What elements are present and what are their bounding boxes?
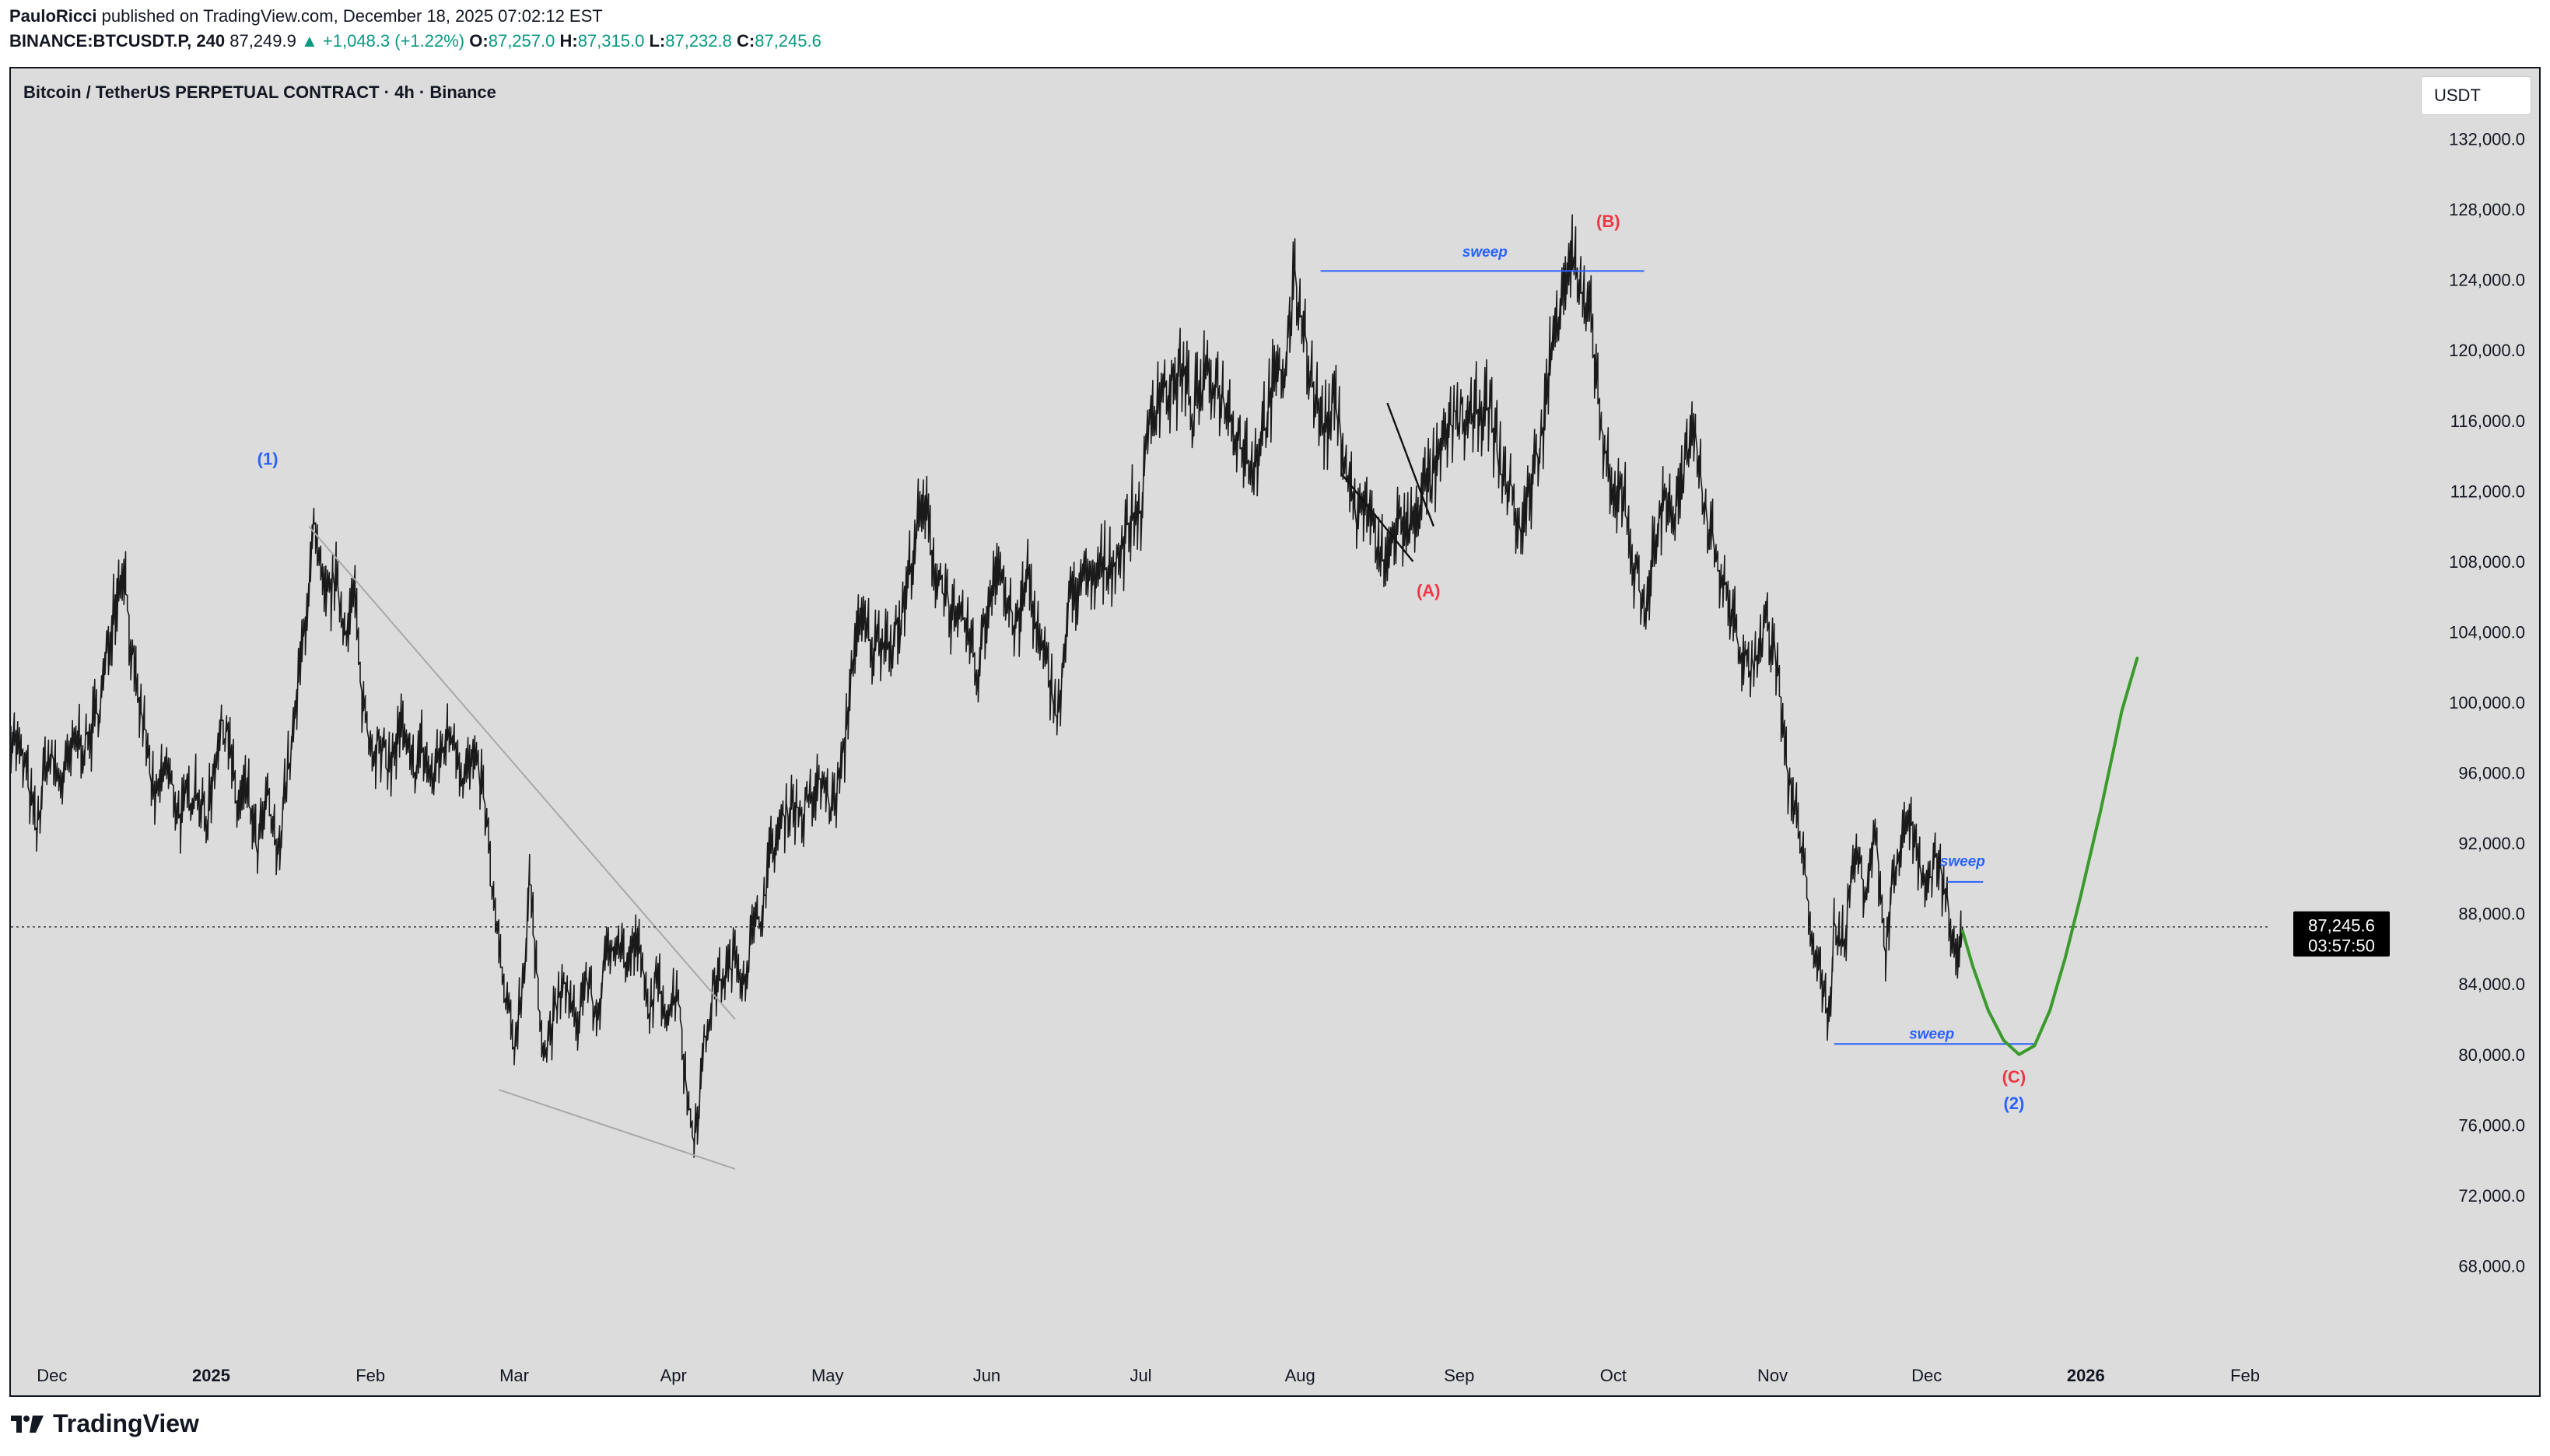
- y-tick-label-15: 124,000.0: [2449, 271, 2525, 290]
- y-tick-label-7: 92,000.0: [2458, 834, 2525, 853]
- last-price: 87,249.9: [229, 31, 296, 51]
- x-tick-label-4: Mar: [499, 1366, 529, 1385]
- trendline-1: [308, 525, 736, 1020]
- x-tick-label-10: Sep: [1444, 1366, 1474, 1385]
- price-change: ▲ +1,048.3 (+1.22%): [301, 31, 465, 51]
- tradingview-logo-icon: [11, 1415, 44, 1433]
- currency-button[interactable]: USDT: [2421, 76, 2531, 115]
- x-tick-label-6: May: [811, 1366, 844, 1385]
- y-tick-label-4: 80,000.0: [2458, 1045, 2525, 1065]
- open-value: 87,257.0: [488, 31, 555, 51]
- sweep-label-6: sweep: [1462, 244, 1508, 261]
- y-tick-label-9: 100,000.0: [2449, 693, 2525, 712]
- x-tick-label-1: Dec: [37, 1366, 67, 1385]
- x-tick-label-15: Feb: [2230, 1366, 2260, 1385]
- symbol-name[interactable]: BINANCE:BTCUSDT.P, 240: [9, 31, 226, 51]
- x-tick-label-5: Apr: [660, 1366, 687, 1385]
- x-tick-label-14: 2026: [2067, 1366, 2105, 1385]
- publisher-name[interactable]: PauloRicci: [9, 6, 97, 26]
- chart-title: Bitcoin / TetherUS PERPETUAL CONTRACT · …: [23, 82, 496, 102]
- x-tick-label-8: Jul: [1130, 1366, 1151, 1385]
- chart-frame[interactable]: (1) (A) (B) (C) (2) sweep sweep sweep 68,000.0 72…: [9, 67, 2541, 1397]
- low-label: L:: [649, 31, 666, 51]
- wave-label-1: (1): [257, 449, 278, 468]
- y-tick-label-10: 104,000.0: [2449, 622, 2525, 642]
- y-tick-label-17: 132,000.0: [2449, 130, 2525, 149]
- wave-label-4: (C): [2002, 1067, 2026, 1087]
- projection-curve: [1960, 656, 2139, 1056]
- current-price-label: 87,245.6: [2308, 916, 2375, 936]
- x-tick-label-12: Nov: [1757, 1366, 1788, 1385]
- trendline-4: [1386, 402, 1434, 527]
- symbol-line: BINANCE:BTCUSDT.P, 240 87,249.9 ▲ +1,048…: [9, 31, 821, 51]
- publish-info: PauloRicci published on TradingView.com,…: [9, 6, 603, 26]
- x-tick-label-2: 2025: [192, 1366, 230, 1385]
- high-value: 87,315.0: [577, 31, 645, 51]
- wave-label-3: (B): [1596, 212, 1620, 231]
- sweep-label-8: sweep: [1940, 854, 1985, 870]
- x-tick-label-7: Jun: [973, 1366, 1000, 1385]
- published-text: published on TradingView.com, December 1…: [101, 6, 603, 26]
- y-tick-label-3: 76,000.0: [2458, 1115, 2525, 1135]
- y-tick-label-12: 112,000.0: [2450, 481, 2525, 501]
- trendline-3: [1340, 472, 1414, 562]
- countdown-label: 03:57:50: [2308, 936, 2375, 956]
- tradingview-footer[interactable]: TradingView: [9, 1409, 199, 1438]
- y-tick-label-6: 88,000.0: [2458, 905, 2525, 924]
- y-tick-label-11: 108,000.0: [2449, 552, 2525, 572]
- x-tick-label-3: Feb: [356, 1366, 385, 1385]
- x-tick-label-13: Dec: [1911, 1366, 1942, 1385]
- x-tick-label-11: Oct: [1600, 1366, 1627, 1385]
- price-chart[interactable]: (1) (A) (B) (C) (2) sweep sweep sweep 68,000.0 72…: [11, 68, 2539, 1395]
- current-price-badge: [2293, 911, 2390, 957]
- close-value: 87,245.6: [755, 31, 821, 51]
- open-label: O:: [469, 31, 489, 51]
- wave-label-2: (A): [1417, 581, 1441, 600]
- y-tick-label-14: 120,000.0: [2449, 341, 2525, 360]
- y-tick-label-13: 116,000.0: [2450, 411, 2525, 431]
- wave-label-5: (2): [2003, 1094, 2024, 1113]
- y-tick-label-16: 128,000.0: [2449, 200, 2525, 219]
- x-tick-label-9: Aug: [1285, 1366, 1315, 1385]
- trendline-2: [498, 1089, 736, 1170]
- close-label: C:: [737, 31, 755, 51]
- tradingview-brand: TradingView: [53, 1409, 199, 1437]
- y-tick-label-5: 84,000.0: [2458, 975, 2525, 994]
- low-value: 87,232.8: [665, 31, 732, 51]
- price-series-line: [11, 214, 1963, 1158]
- y-tick-label-1: 68,000.0: [2458, 1256, 2525, 1276]
- y-tick-label-2: 72,000.0: [2458, 1186, 2525, 1206]
- y-tick-label-8: 96,000.0: [2458, 764, 2525, 783]
- high-label: H:: [559, 31, 578, 51]
- sweep-label-7: sweep: [1909, 1026, 1954, 1042]
